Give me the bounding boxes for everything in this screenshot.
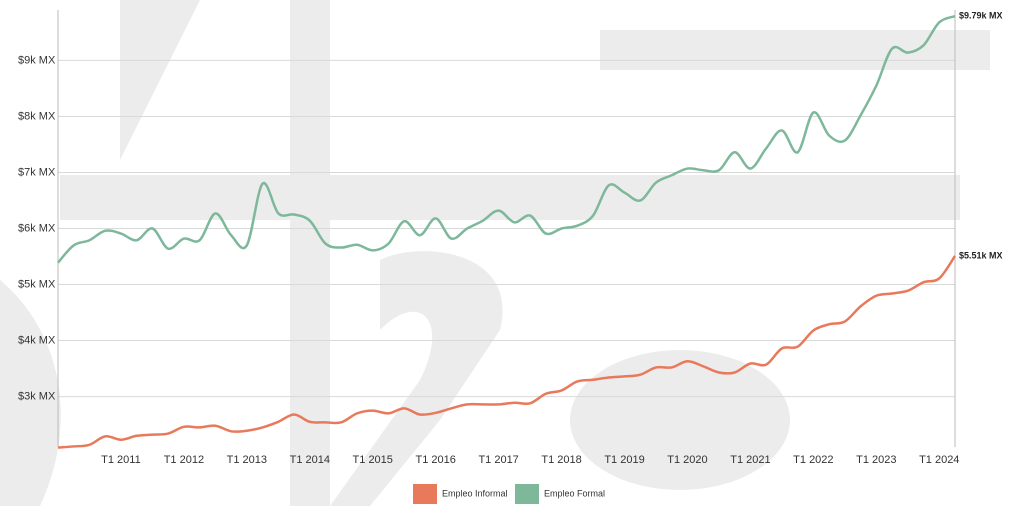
x-tick-label: T1 2011 (101, 454, 141, 466)
x-tick-label: T1 2014 (290, 454, 330, 466)
y-tick-label: $3k MX (18, 390, 56, 402)
x-tick-label: T1 2022 (793, 454, 833, 466)
x-tick-label: T1 2013 (227, 454, 267, 466)
x-tick-label: T1 2012 (164, 454, 204, 466)
x-tick-label: T1 2020 (667, 454, 707, 466)
x-tick-label: T1 2021 (730, 454, 770, 466)
x-tick-label: T1 2023 (856, 454, 896, 466)
x-tick-label: T1 2017 (478, 454, 518, 466)
end-label: $9.79k MX (959, 11, 1003, 21)
y-tick-label: $4k MX (18, 334, 56, 346)
bg-shape (0, 280, 61, 506)
background-shapes (0, 0, 990, 506)
series-line (57, 14, 956, 264)
x-tick-label: T1 2018 (541, 454, 581, 466)
bg-shape (570, 350, 790, 490)
legend-label: Empleo Formal (544, 488, 605, 498)
y-tick-label: $8k MX (18, 110, 56, 122)
x-tick-label: T1 2019 (604, 454, 644, 466)
bg-shape (330, 251, 503, 506)
end-label: $5.51k MX (959, 250, 1003, 260)
y-tick-label: $5k MX (18, 278, 56, 290)
x-tick-label: T1 2015 (353, 454, 393, 466)
x-tick-label: T1 2024 (919, 454, 959, 466)
bg-shape (600, 30, 990, 70)
series-line (57, 255, 957, 449)
legend-swatch (413, 484, 437, 504)
bg-shape (290, 0, 330, 506)
bg-shape (120, 0, 200, 160)
y-tick-label: $9k MX (18, 54, 56, 66)
y-tick-label: $6k MX (18, 222, 56, 234)
y-tick-label: $7k MX (18, 166, 56, 178)
legend-label: Empleo Informal (442, 488, 508, 498)
bg-shape (60, 175, 960, 220)
x-tick-label: T1 2016 (415, 454, 455, 466)
legend-swatch (515, 484, 539, 504)
